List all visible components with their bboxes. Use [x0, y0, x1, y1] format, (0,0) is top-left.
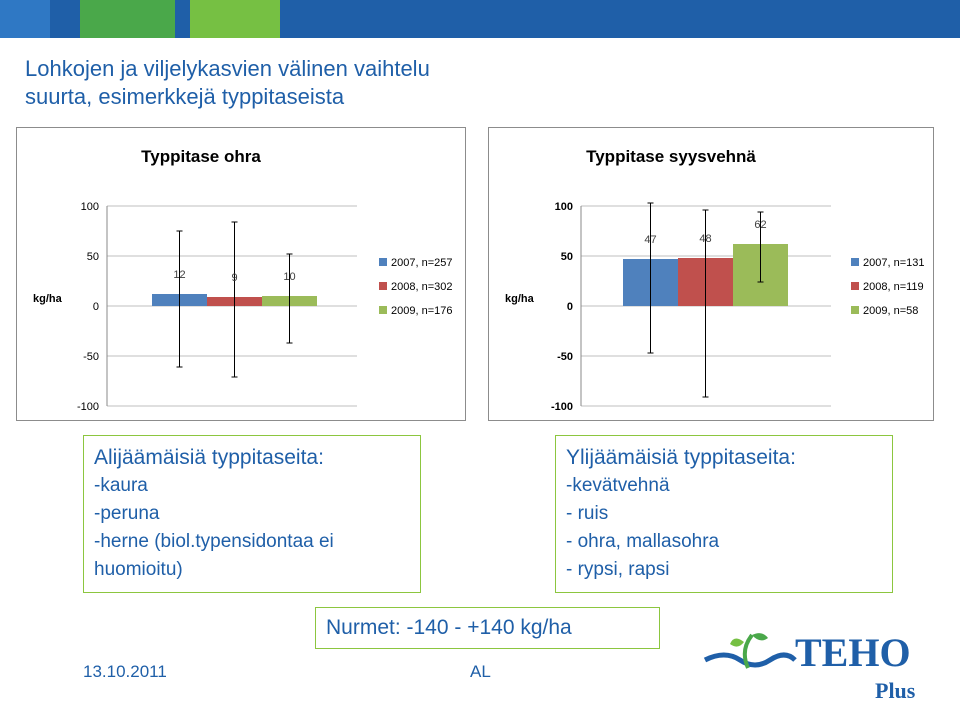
- title-line: Lohkojen ja viljelykasvien välinen vaiht…: [25, 56, 430, 81]
- surplus-heading: Ylijäämäisiä typpitaseita:: [566, 446, 796, 469]
- deficit-item: -peruna: [94, 503, 160, 524]
- y-tick-label: 50: [561, 251, 573, 263]
- deficit-item: -herne (biol.typensidontaa ei: [94, 531, 334, 552]
- legend-entry: 2008, n=302: [391, 281, 452, 293]
- y-tick-label: -100: [551, 401, 573, 413]
- data-label: 9: [231, 272, 237, 284]
- top-banner: [0, 0, 960, 38]
- legend-entry: 2009, n=58: [863, 305, 918, 317]
- deficit-item: -kaura: [94, 475, 148, 496]
- y-axis-label: kg/ha: [505, 293, 535, 305]
- y-tick-label: 100: [555, 201, 573, 213]
- chart-ohra-svg: Typpitase ohra kg/ha 100 50 0 -50 -100 12 2007, …: [33, 147, 452, 413]
- chart-syysvehna-svg: Typpitase syysvehnä kg/ha 100 50 0 -50 -100 47 2…: [505, 147, 924, 413]
- y-tick-label: -50: [557, 351, 573, 363]
- footer-date: 13.10.2011: [83, 662, 167, 681]
- nurmet-note: Nurmet: -140 - +140 kg/ha: [315, 607, 660, 649]
- banner-block: [190, 0, 280, 38]
- data-label: 10: [283, 271, 295, 283]
- surplus-item: - ohra, mallasohra: [566, 531, 720, 552]
- data-label: 62: [754, 219, 766, 231]
- legend-swatch: [851, 282, 859, 290]
- legend-entry: 2008, n=119: [863, 281, 924, 293]
- chart-syysvehna: Typpitase syysvehnä kg/ha 100 50 0 -50 -100 47 2…: [488, 127, 934, 421]
- y-tick-label: 0: [567, 301, 573, 313]
- deficit-item: huomioitu): [94, 559, 183, 580]
- legend-entry: 2007, n=257: [391, 257, 452, 269]
- data-label: 12: [173, 269, 185, 281]
- y-tick-label: -100: [77, 401, 99, 413]
- data-label: 47: [644, 234, 656, 246]
- logo-sprout-icon: [742, 633, 754, 669]
- logo-leaf-icon: [752, 633, 768, 641]
- logo-subtext: Plus: [875, 678, 916, 703]
- y-tick-label: -50: [83, 351, 99, 363]
- deficit-heading: Alijäämäisiä typpitaseita:: [94, 446, 324, 469]
- surplus-item: - rypsi, rapsi: [566, 559, 670, 580]
- y-axis-label: kg/ha: [33, 293, 63, 305]
- banner-block: [0, 0, 50, 38]
- deficit-box: Alijäämäisiä typpitaseita: -kaura -perun…: [83, 435, 421, 593]
- logo-text: TEHO: [795, 630, 911, 675]
- title-line: suurta, esimerkkejä typpitaseista: [25, 84, 345, 109]
- legend-swatch: [379, 282, 387, 290]
- surplus-item: - ruis: [566, 503, 609, 524]
- data-label: 48: [699, 233, 711, 245]
- surplus-box: Ylijäämäisiä typpitaseita: -kevätvehnä -…: [555, 435, 893, 593]
- banner-block: [80, 0, 175, 38]
- legend-entry: 2007, n=131: [863, 257, 924, 269]
- chart-title: Typpitase syysvehnä: [586, 147, 756, 166]
- teho-plus-logo: TEHO Plus: [703, 630, 916, 703]
- legend-entry: 2009, n=176: [391, 305, 452, 317]
- legend-swatch: [379, 258, 387, 266]
- chart-title: Typpitase ohra: [141, 147, 261, 166]
- surplus-item: -kevätvehnä: [566, 475, 670, 496]
- slide-title: Lohkojen ja viljelykasvien välinen vaiht…: [25, 55, 625, 111]
- legend-swatch: [851, 258, 859, 266]
- y-tick-label: 0: [93, 301, 99, 313]
- legend-swatch: [379, 306, 387, 314]
- footer-author: AL: [470, 662, 491, 681]
- logo-wave-icon: [703, 652, 797, 668]
- legend-swatch: [851, 306, 859, 314]
- y-tick-label: 50: [87, 251, 99, 263]
- chart-ohra: Typpitase ohra kg/ha 100 50 0 -50 -100 12 2007, …: [16, 127, 466, 421]
- y-tick-label: 100: [81, 201, 99, 213]
- logo-leaf-icon: [730, 638, 744, 647]
